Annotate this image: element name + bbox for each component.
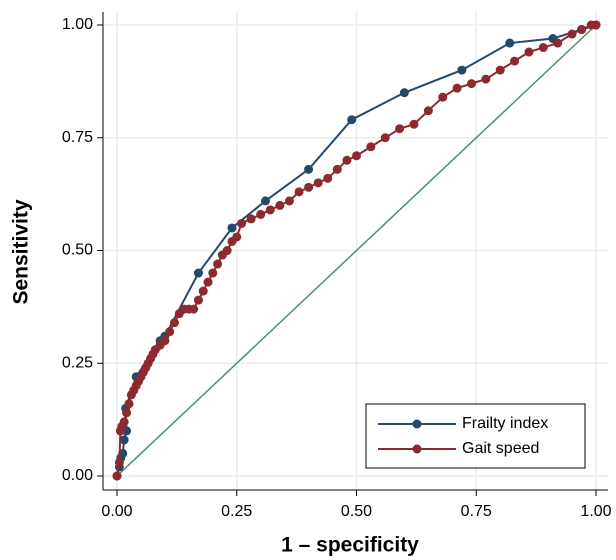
data-point	[246, 214, 256, 224]
data-point	[495, 65, 505, 75]
data-point	[481, 74, 491, 84]
legend-marker	[412, 444, 422, 454]
x-tick-label: 0.25	[221, 503, 252, 520]
y-tick-label: 1.00	[62, 16, 93, 33]
data-point	[466, 79, 476, 89]
data-point	[457, 65, 467, 75]
data-point	[160, 336, 170, 346]
data-point	[203, 277, 213, 287]
data-point	[165, 327, 175, 337]
data-point	[222, 246, 232, 255]
data-point	[366, 142, 376, 152]
x-tick-label: 1.00	[580, 503, 611, 520]
data-point	[352, 151, 361, 161]
data-point	[380, 133, 390, 143]
data-point	[399, 88, 409, 98]
data-point	[332, 164, 342, 174]
data-point	[567, 29, 577, 39]
data-point	[232, 232, 242, 242]
data-point	[256, 209, 266, 219]
data-point	[342, 155, 352, 165]
data-point	[237, 218, 247, 228]
data-point	[452, 83, 462, 93]
data-point	[198, 286, 208, 296]
y-axis-title: Sensitivity	[10, 199, 33, 304]
x-axis-title: 1 – specificity	[281, 534, 419, 557]
data-point	[591, 20, 601, 30]
x-tick-label: 0.75	[461, 503, 492, 520]
data-point	[265, 205, 275, 215]
data-point	[505, 38, 515, 48]
legend-label: Gait speed	[462, 440, 539, 457]
data-point	[119, 435, 129, 445]
data-point	[119, 417, 129, 427]
legend-label: Frailty index	[462, 415, 548, 432]
data-point	[304, 182, 314, 192]
y-tick-label: 0.75	[62, 129, 93, 146]
data-point	[112, 471, 122, 481]
y-tick-label: 0.50	[62, 242, 93, 259]
data-point	[260, 196, 270, 206]
reference-line	[116, 24, 597, 477]
data-point	[169, 318, 179, 328]
data-point	[395, 124, 405, 134]
data-point	[275, 200, 285, 210]
data-point	[193, 268, 203, 278]
y-tick-label: 0.00	[62, 467, 93, 484]
legend-box	[365, 403, 586, 469]
data-point	[189, 304, 199, 314]
data-point	[510, 56, 520, 66]
data-point	[304, 164, 314, 174]
data-point	[213, 259, 223, 269]
data-point	[577, 25, 587, 35]
data-point	[524, 47, 534, 57]
data-point	[208, 268, 218, 278]
data-point	[538, 43, 548, 53]
legend-marker	[412, 419, 422, 429]
data-point	[227, 223, 237, 233]
data-point	[122, 408, 132, 418]
data-point	[114, 457, 124, 467]
data-point	[124, 399, 134, 409]
data-point	[193, 295, 203, 305]
x-tick-label: 0.50	[341, 503, 372, 520]
y-tick-label: 0.25	[62, 354, 93, 371]
data-point	[409, 119, 419, 129]
data-point	[553, 38, 563, 48]
x-tick-label: 0.00	[101, 503, 132, 520]
data-point	[438, 92, 448, 102]
data-point	[284, 196, 294, 206]
data-point	[323, 173, 333, 183]
data-point	[423, 106, 433, 116]
data-point	[313, 178, 323, 188]
data-point	[294, 187, 304, 197]
data-point	[347, 115, 357, 125]
